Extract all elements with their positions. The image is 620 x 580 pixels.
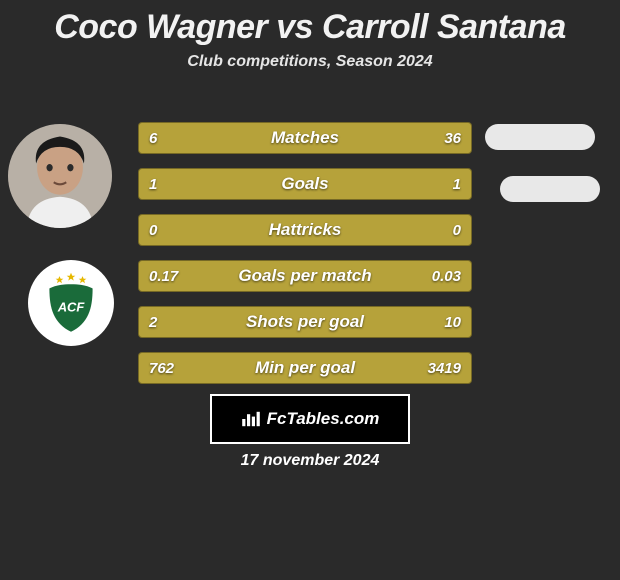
stat-row: 210Shots per goal bbox=[138, 306, 472, 338]
stat-label: Goals per match bbox=[139, 261, 471, 291]
shield-icon: ACF bbox=[35, 267, 107, 339]
stat-row: 636Matches bbox=[138, 122, 472, 154]
player-left-avatar bbox=[8, 124, 112, 228]
stat-row: 0.170.03Goals per match bbox=[138, 260, 472, 292]
comparison-title: Coco Wagner vs Carroll Santana bbox=[0, 0, 620, 47]
stat-row: 11Goals bbox=[138, 168, 472, 200]
stat-label: Min per goal bbox=[139, 353, 471, 383]
stat-label: Shots per goal bbox=[139, 307, 471, 337]
stat-label: Hattricks bbox=[139, 215, 471, 245]
comparison-pill bbox=[485, 124, 595, 150]
bars-icon bbox=[241, 411, 261, 427]
snapshot-date: 17 november 2024 bbox=[0, 452, 620, 470]
comparison-pill bbox=[500, 176, 600, 202]
stat-row: 7623419Min per goal bbox=[138, 352, 472, 384]
club-badge: ACF bbox=[28, 260, 114, 346]
stat-row: 00Hattricks bbox=[138, 214, 472, 246]
stat-label: Goals bbox=[139, 169, 471, 199]
stat-label: Matches bbox=[139, 123, 471, 153]
person-icon bbox=[8, 124, 112, 228]
svg-text:ACF: ACF bbox=[57, 300, 86, 315]
brand-box: FcTables.com bbox=[210, 394, 410, 444]
comparison-subtitle: Club competitions, Season 2024 bbox=[0, 53, 620, 71]
brand-text: FcTables.com bbox=[267, 409, 380, 429]
stat-rows: 636Matches 11Goals 00Hattricks 0.170.03Goal… bbox=[138, 122, 472, 398]
